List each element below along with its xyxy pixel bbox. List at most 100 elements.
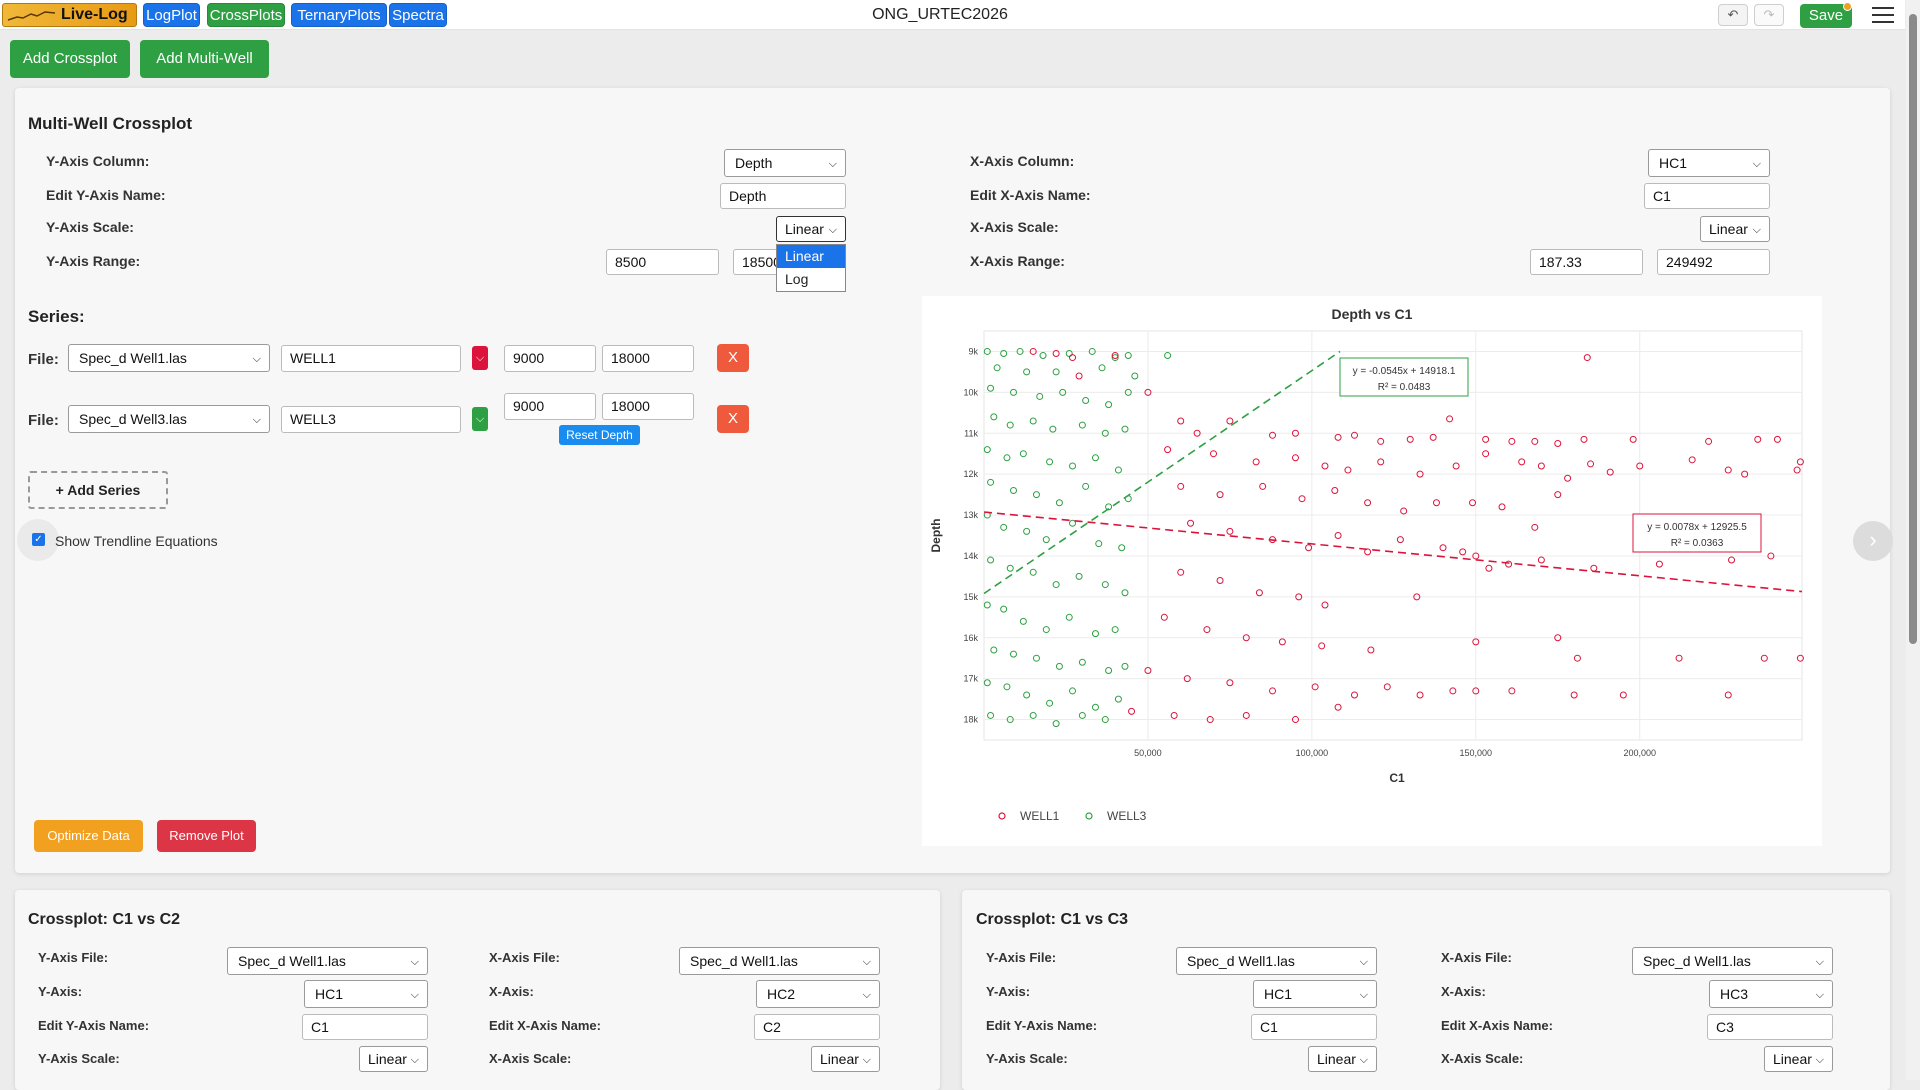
data-point-well3	[1052, 368, 1060, 376]
data-point-well3	[1029, 711, 1037, 719]
data-point-well1	[1472, 687, 1480, 695]
y-axis-scale-value: Linear	[368, 1051, 407, 1067]
y-axis-file-select[interactable]: Spec_d Well1.las ⌵	[227, 947, 428, 975]
y-axis-name-input[interactable]: C1	[1251, 1014, 1377, 1040]
chevron-down-icon: ⌵	[410, 989, 419, 1001]
x-axis-name-input[interactable]: C3	[1707, 1014, 1833, 1040]
edit-x-axis-name-label: Edit X-Axis Name:	[489, 1018, 601, 1033]
series-1-depth-max-input[interactable]: 18000	[602, 345, 694, 372]
data-point-well1	[1321, 462, 1329, 470]
series-1-file-select[interactable]: Spec_d Well1.las ⌵	[68, 344, 270, 372]
series-1-remove-button[interactable]: X	[717, 344, 749, 372]
nav-spectra-button[interactable]: Spectra	[389, 3, 447, 27]
y-axis-value: HC1	[315, 986, 344, 1002]
series-2-depth-min-input[interactable]: 9000	[504, 393, 596, 420]
y-axis-file-select[interactable]: Spec_d Well1.las ⌵	[1176, 947, 1377, 975]
data-point-well3	[1105, 503, 1113, 511]
y-tick-label: 11k	[964, 428, 978, 438]
remove-plot-button[interactable]: Remove Plot	[157, 820, 256, 852]
x-axis-name-input[interactable]: C1	[1644, 183, 1770, 209]
series-2-color-picker[interactable]: ⌵	[472, 407, 488, 431]
add-multi-well-button[interactable]: Add Multi-Well	[140, 40, 269, 78]
app-logo[interactable]: Live-Log	[2, 3, 137, 27]
data-point-well3	[1042, 536, 1050, 544]
data-point-well1	[1449, 687, 1457, 695]
series-1-file-label: File:	[28, 351, 59, 368]
y-axis-scale-select[interactable]: Linear ⌵	[1308, 1046, 1377, 1072]
data-point-well1	[1773, 435, 1781, 443]
x-axis-file-select[interactable]: Spec_d Well1.las ⌵	[679, 947, 880, 975]
data-point-well1	[1350, 691, 1358, 699]
data-point-well1	[1413, 593, 1421, 601]
undo-icon[interactable]: ↶	[1718, 4, 1748, 26]
series-1-name-input[interactable]: WELL1	[281, 345, 461, 372]
y-axis-scale-select[interactable]: Linear ⌵	[776, 216, 846, 242]
data-point-well3	[1052, 720, 1060, 728]
y-tick-label: 12k	[963, 469, 978, 479]
x-axis-file-select[interactable]: Spec_d Well1.las ⌵	[1632, 947, 1833, 975]
data-point-well1	[1331, 487, 1339, 495]
data-point-well1	[1377, 437, 1385, 445]
logo-text: Live-Log	[61, 6, 128, 23]
x-range-max-input[interactable]: 249492	[1657, 249, 1770, 275]
data-point-well1	[1606, 468, 1614, 476]
show-trendline-checkbox[interactable]: ✓	[32, 533, 45, 546]
chevron-right-icon[interactable]: ›	[1853, 521, 1893, 561]
x-tick-label: 150,000	[1460, 748, 1493, 758]
series-2-depth-max-input[interactable]: 18000	[602, 393, 694, 420]
y-axis-name-input[interactable]: C1	[302, 1014, 428, 1040]
series-1-depth-min-input[interactable]: 9000	[504, 345, 596, 372]
x-axis-scale-select[interactable]: Linear ⌵	[811, 1046, 880, 1072]
data-point-well1	[1485, 564, 1493, 572]
x-axis-scale-select[interactable]: Linear ⌵	[1764, 1046, 1833, 1072]
redo-icon[interactable]: ↷	[1754, 4, 1784, 26]
data-point-well1	[1508, 687, 1516, 695]
data-point-well1	[1193, 429, 1201, 437]
logo-wave-icon	[7, 11, 56, 21]
add-series-button[interactable]: + Add Series	[28, 471, 168, 509]
data-point-well3	[1091, 454, 1099, 462]
add-crossplot-button[interactable]: Add Crossplot	[10, 40, 130, 78]
y-axis-scale-select[interactable]: Linear ⌵	[359, 1046, 428, 1072]
x-range-min-input[interactable]: 187.33	[1530, 249, 1643, 275]
depth-vs-c1-chart[interactable]: 9k 10k 11k 12k 13k 14k 15k 16k 17k 18k 50,000 100,0…	[922, 296, 1822, 846]
chevron-down-icon: ⌵	[828, 224, 837, 236]
series-heading: Series:	[28, 307, 85, 326]
data-point-well1	[1242, 711, 1250, 719]
data-point-well1	[1580, 435, 1588, 443]
data-point-well3	[1121, 589, 1129, 597]
series-2-file-select[interactable]: Spec_d Well3.las ⌵	[68, 405, 270, 433]
dropdown-option-linear[interactable]: Linear	[777, 245, 845, 268]
series-1-color-picker[interactable]: ⌵	[472, 346, 488, 370]
data-point-well1	[1724, 466, 1732, 474]
x-axis-select[interactable]: HC3 ⌵	[1709, 980, 1833, 1008]
data-point-well1	[1069, 354, 1077, 362]
x-axis-select[interactable]: HC2 ⌵	[756, 980, 880, 1008]
reset-depth-button[interactable]: Reset Depth	[559, 425, 640, 445]
x-axis-column-select[interactable]: HC1 ⌵	[1648, 149, 1770, 177]
data-point-well3	[1111, 354, 1119, 362]
page-scrollbar-thumb[interactable]	[1909, 14, 1917, 644]
y-axis-select[interactable]: HC1 ⌵	[304, 980, 428, 1008]
y-range-max-input[interactable]: 18500	[733, 249, 781, 275]
data-point-well3	[1124, 388, 1132, 396]
nav-logplot-button[interactable]: LogPlot	[143, 3, 200, 27]
y-axis-select[interactable]: HC1 ⌵	[1253, 980, 1377, 1008]
dropdown-option-log[interactable]: Log	[785, 271, 809, 287]
y-range-min-input[interactable]: 8500	[606, 249, 719, 275]
y-axis-scale-value: Linear	[1317, 1051, 1356, 1067]
optimize-data-button[interactable]: Optimize Data	[34, 820, 143, 852]
chevron-down-icon: ⌵	[1815, 956, 1824, 968]
nav-ternaryplots-button[interactable]: TernaryPlots	[291, 3, 387, 27]
data-point-well1	[1724, 691, 1732, 699]
nav-crossplots-button[interactable]: CrossPlots	[207, 3, 285, 27]
series-2-remove-button[interactable]: X	[717, 405, 749, 433]
series-2-name-input[interactable]: WELL3	[281, 406, 461, 433]
x-axis-scale-select[interactable]: Linear ⌵	[1700, 216, 1770, 242]
data-point-well1	[1531, 437, 1539, 445]
chevron-down-icon: ⌵	[862, 989, 871, 1001]
y-axis-column-select[interactable]: Depth ⌵	[724, 149, 846, 177]
hamburger-menu-icon[interactable]	[1872, 7, 1894, 25]
x-axis-name-input[interactable]: C2	[754, 1014, 880, 1040]
y-axis-name-input[interactable]: Depth	[720, 183, 846, 209]
